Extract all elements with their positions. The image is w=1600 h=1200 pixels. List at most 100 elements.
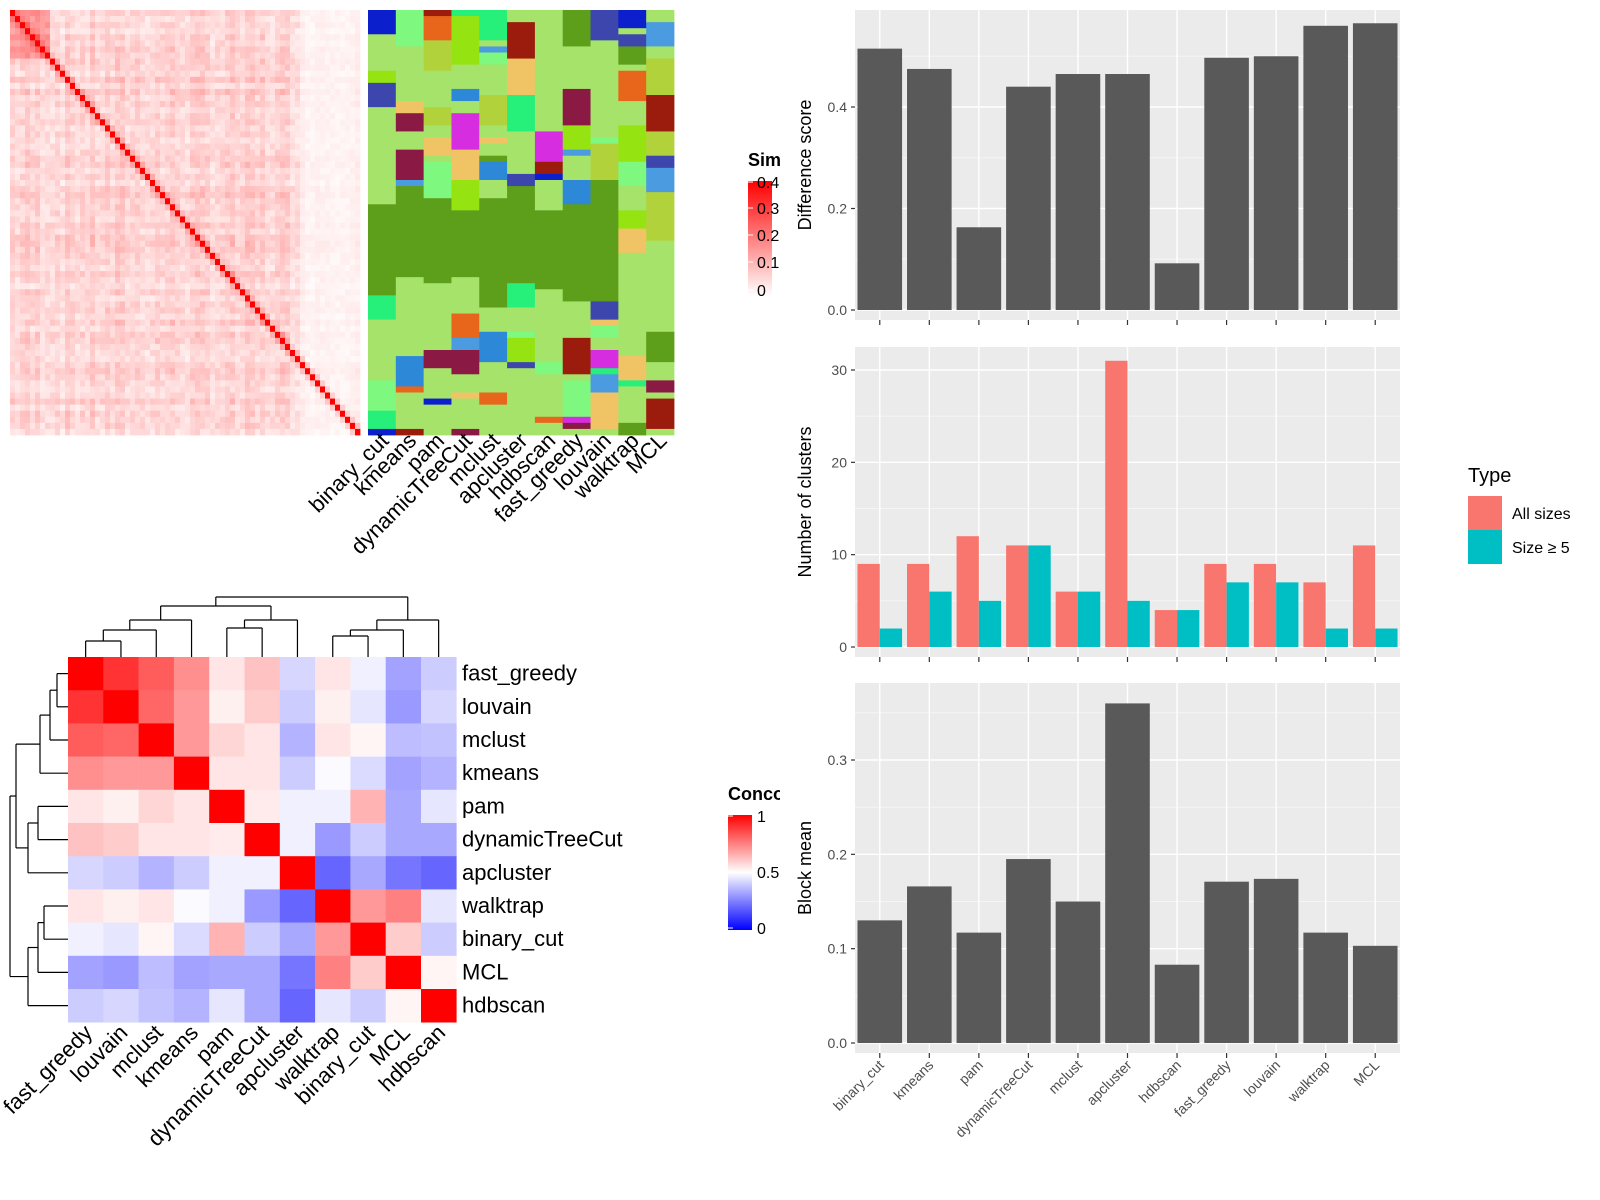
similarity-cell (345, 246, 351, 254)
similarity-cell (310, 198, 316, 205)
similarity-cell (20, 404, 26, 412)
similarity-cell (225, 10, 231, 17)
similarity-cell (100, 356, 106, 363)
similarity-cell (30, 271, 36, 278)
similarity-cell (155, 119, 161, 126)
similarity-cell (230, 113, 236, 120)
similarity-cell (70, 34, 76, 41)
similarity-cell (240, 34, 246, 41)
similarity-cell (195, 416, 201, 424)
similarity-cell (15, 40, 21, 47)
similarity-cell (150, 125, 156, 132)
similarity-cell (65, 222, 71, 229)
similarity-cell (45, 252, 51, 260)
similarity-cell (85, 252, 91, 260)
similarity-cell (15, 113, 21, 120)
method-cell (451, 88, 480, 102)
similarity-cell (190, 252, 196, 260)
similarity-cell (295, 265, 301, 272)
similarity-cell (345, 234, 351, 242)
similarity-cell (95, 228, 101, 236)
similarity-cell (20, 167, 26, 175)
similarity-cell (115, 325, 121, 333)
similarity-cell (265, 428, 271, 436)
similarity-cell (340, 265, 346, 272)
similarity-cell (120, 337, 126, 345)
similarity-cell (130, 289, 136, 296)
similarity-cell (230, 222, 236, 229)
similarity-cell (335, 28, 341, 35)
similarity-cell (155, 252, 161, 260)
similarity-cell (95, 204, 101, 211)
similarity-cell (155, 265, 161, 272)
similarity-cell (110, 131, 116, 138)
similarity-cell (165, 173, 171, 181)
similarity-cell (235, 101, 241, 108)
similarity-cell (115, 46, 121, 53)
similarity-cell (235, 410, 241, 418)
similarity-cell (290, 198, 296, 205)
similarity-cell (50, 204, 56, 211)
similarity-cell (155, 258, 161, 266)
similarity-cell (170, 289, 176, 296)
similarity-cell (215, 313, 221, 321)
similarity-cell (155, 155, 161, 163)
similarity-cell (325, 204, 331, 211)
similarity-cell (145, 88, 151, 96)
similarity-cell (75, 28, 81, 35)
similarity-cell (320, 258, 326, 266)
similarity-cell (310, 143, 316, 151)
similarity-cell (230, 192, 236, 199)
similarity-cell (335, 22, 341, 29)
similarity-cell (165, 283, 171, 290)
similarity-cell (280, 198, 286, 205)
similarity-cell (210, 76, 216, 84)
similarity-cell (205, 392, 211, 399)
similarity-cell (280, 113, 286, 120)
similarity-cell (185, 356, 191, 363)
similarity-cell (95, 240, 101, 248)
similarity-cell (40, 362, 46, 369)
similarity-cell (185, 101, 191, 108)
similarity-cell (325, 40, 331, 47)
similarity-cell (230, 34, 236, 41)
similarity-cell (290, 422, 296, 430)
similarity-cell (220, 82, 226, 90)
similarity-cell (150, 283, 156, 290)
similarity-cell (340, 313, 346, 321)
similarity-cell (105, 386, 111, 393)
similarity-cell (75, 204, 81, 211)
similarity-cell (235, 95, 241, 102)
similarity-cell (315, 131, 321, 138)
similarity-cell (320, 386, 326, 393)
method-cell (451, 283, 480, 314)
similarity-cell (55, 386, 61, 393)
similarity-cell (280, 173, 286, 181)
similarity-cell (95, 216, 101, 223)
similarity-cell (215, 350, 221, 357)
similarity-cell (315, 125, 321, 132)
similarity-cell (155, 289, 161, 296)
similarity-cell (70, 356, 76, 363)
similarity-cell (340, 70, 346, 78)
similarity-cell (350, 234, 356, 242)
similarity-cell (100, 76, 106, 84)
similarity-cell (115, 416, 121, 424)
similarity-cell (70, 149, 76, 157)
similarity-cell (245, 313, 251, 321)
similarity-cell (15, 10, 21, 17)
similarity-cell (330, 149, 336, 157)
similarity-cell (230, 295, 236, 302)
similarity-cell (330, 368, 336, 375)
similarity-cell (180, 265, 186, 272)
method-cell (451, 180, 480, 211)
similarity-cell (275, 34, 281, 41)
similarity-cell (185, 10, 191, 17)
similarity-cell (100, 216, 106, 223)
similarity-cell (20, 374, 26, 381)
similarity-cell (235, 40, 241, 47)
similarity-cell (70, 22, 76, 29)
similarity-cell (355, 307, 361, 314)
similarity-cell (75, 216, 81, 223)
similarity-cell (290, 416, 296, 424)
